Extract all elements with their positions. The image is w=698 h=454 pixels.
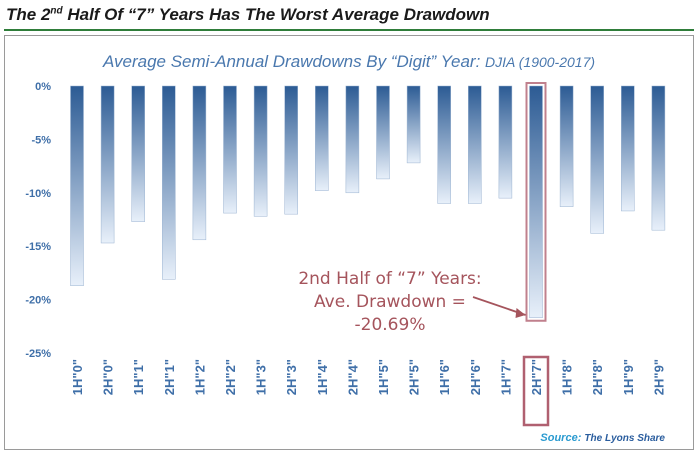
y-tick-label: -5% bbox=[31, 134, 51, 146]
x-tick-label: 2H"1" bbox=[162, 359, 177, 395]
x-tick-label: 1H"4" bbox=[315, 359, 330, 395]
highlight-label-box bbox=[522, 355, 550, 427]
x-tick-label: 1H"7" bbox=[498, 359, 513, 395]
bar bbox=[590, 85, 604, 234]
annotation-text: Ave. Drawdown = bbox=[314, 292, 466, 312]
bar bbox=[621, 85, 635, 212]
bar bbox=[162, 85, 176, 280]
x-tick-label: 2H"9" bbox=[651, 359, 666, 395]
x-tick-label: 2H"4" bbox=[345, 359, 360, 395]
x-tick-label: 1H"5" bbox=[376, 359, 391, 395]
bar bbox=[223, 85, 237, 214]
bar bbox=[529, 85, 543, 319]
y-tick-label: -10% bbox=[25, 188, 51, 200]
bar bbox=[100, 85, 115, 244]
page-title: The 2nd Half Of “7” Years Has The Worst … bbox=[6, 5, 490, 25]
bar bbox=[345, 85, 360, 194]
y-tick-label: 0% bbox=[35, 81, 51, 93]
x-tick-label: 2H"5" bbox=[407, 359, 422, 395]
x-tick-label: 1H"3" bbox=[254, 359, 269, 395]
title-part-1: The 2 bbox=[6, 5, 51, 24]
chart-subtitle: DJIA (1900-2017) bbox=[485, 54, 595, 70]
annotation-arrow-head bbox=[515, 308, 526, 318]
y-tick-label: -25% bbox=[25, 348, 51, 360]
x-tick-label: 1H"6" bbox=[437, 359, 452, 395]
x-tick-label: 1H"2" bbox=[192, 359, 207, 395]
bar bbox=[468, 85, 482, 204]
source-label: Source: bbox=[540, 432, 584, 444]
bar bbox=[70, 85, 84, 286]
source-credit: Source: The Lyons Share bbox=[540, 432, 665, 444]
bar bbox=[376, 85, 390, 180]
x-tick-label: 2H"7" bbox=[529, 359, 544, 395]
chart-title-main: Average Semi-Annual Drawdowns By “Digit”… bbox=[102, 52, 485, 71]
title-part-2: Half Of “7” Years Has The Worst Average … bbox=[62, 5, 490, 24]
y-tick-label: -15% bbox=[25, 241, 51, 253]
bar bbox=[498, 85, 513, 199]
bar bbox=[284, 85, 298, 215]
annotation-text: -20.69% bbox=[355, 315, 426, 335]
x-tick-label: 1H"0" bbox=[70, 359, 85, 395]
annotation-text: 2nd Half of “7” Years: bbox=[298, 269, 481, 289]
bar bbox=[253, 85, 268, 217]
header: The 2nd Half Of “7” Years Has The Worst … bbox=[0, 0, 698, 31]
x-tick-label: 2H"2" bbox=[223, 359, 238, 395]
bar bbox=[406, 85, 421, 164]
bar bbox=[651, 85, 666, 231]
chart-frame: Average Semi-Annual Drawdowns By “Digit”… bbox=[4, 35, 694, 450]
chart-title: Average Semi-Annual Drawdowns By “Digit”… bbox=[102, 52, 595, 71]
bar bbox=[559, 85, 574, 207]
x-tick-label: 2H"0" bbox=[101, 359, 116, 395]
x-tick-label: 2H"8" bbox=[590, 359, 605, 395]
x-tick-label: 1H"9" bbox=[621, 359, 636, 395]
source-name: The Lyons Share bbox=[584, 433, 665, 444]
bar bbox=[315, 85, 329, 191]
title-superscript: nd bbox=[50, 5, 63, 17]
bar bbox=[131, 85, 145, 222]
x-tick-label: 1H"1" bbox=[131, 359, 146, 395]
x-tick-label: 1H"8" bbox=[560, 359, 575, 395]
x-tick-label: 2H"6" bbox=[468, 359, 483, 395]
bar bbox=[192, 85, 207, 241]
header-rule bbox=[4, 29, 694, 31]
y-tick-label: -20% bbox=[25, 295, 51, 307]
highlight-bar-outline bbox=[525, 82, 547, 322]
bar bbox=[437, 85, 451, 204]
chart: Average Semi-Annual Drawdowns By “Digit”… bbox=[25, 52, 666, 444]
x-tick-label: 2H"3" bbox=[284, 359, 299, 395]
